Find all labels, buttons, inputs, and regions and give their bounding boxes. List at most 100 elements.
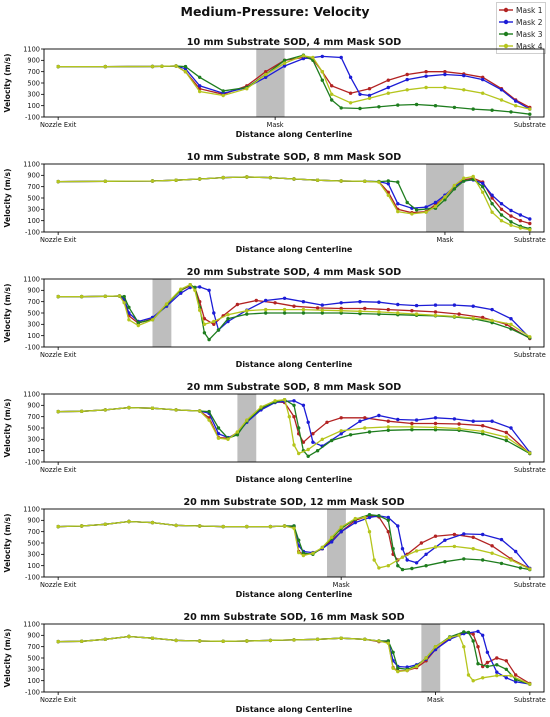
series-line [58, 56, 531, 108]
data-point [471, 639, 475, 643]
data-point [212, 311, 216, 315]
data-point [320, 311, 324, 315]
x-tick-label: Nozzle Exit [40, 581, 77, 589]
data-point [306, 454, 310, 458]
data-point [348, 101, 353, 105]
data-point [405, 88, 409, 92]
data-point [452, 183, 457, 188]
data-point [509, 223, 513, 227]
series-line [58, 283, 531, 338]
series-line [58, 55, 530, 110]
data-point [414, 312, 419, 316]
data-point [509, 214, 513, 218]
data-point [471, 304, 475, 308]
data-point [198, 639, 202, 643]
data-point [367, 515, 372, 520]
data-point [339, 636, 343, 640]
legend-item-mask-1: Mask 1 [499, 4, 543, 16]
data-point [509, 110, 513, 114]
data-point [348, 75, 353, 80]
data-point [282, 311, 287, 315]
data-point [103, 637, 108, 641]
data-point [452, 105, 457, 110]
y-tick-label: -100 [25, 458, 40, 466]
data-point [216, 426, 221, 430]
data-point [471, 316, 475, 320]
data-point [462, 630, 466, 634]
y-tick-label: 100 [27, 102, 40, 110]
data-point [80, 524, 84, 528]
data-point [127, 311, 131, 315]
data-point [485, 650, 490, 654]
series-line [58, 175, 530, 231]
mask-band [256, 49, 285, 117]
y-axis-label: Velocity (m/s) [3, 284, 12, 343]
data-point [490, 419, 494, 423]
data-point [301, 307, 306, 312]
y-tick-label: 300 [27, 321, 40, 329]
data-point [216, 432, 221, 436]
x-axis-label: Distance along Centerline [236, 245, 353, 254]
data-point [311, 432, 315, 436]
data-point [386, 641, 390, 645]
data-point [410, 421, 414, 426]
data-point [353, 520, 357, 525]
data-point [433, 645, 438, 649]
figure-title: Medium-Pressure: Velocity [180, 4, 370, 19]
data-point [518, 219, 523, 223]
data-point [372, 558, 376, 562]
data-point [396, 311, 400, 315]
data-point [282, 307, 287, 312]
data-point [499, 219, 504, 223]
x-tick-label: Nozzle Exit [40, 466, 77, 474]
data-point [150, 636, 155, 640]
data-point [301, 54, 306, 58]
data-point [282, 64, 287, 68]
data-point [297, 550, 301, 555]
data-point [245, 309, 249, 313]
data-point [377, 566, 381, 570]
x-tick-label: Mask [333, 581, 350, 589]
data-point [127, 634, 131, 639]
data-point [391, 547, 395, 551]
data-point [226, 313, 230, 317]
data-point [528, 107, 532, 111]
data-point [481, 429, 485, 434]
data-point [363, 426, 367, 430]
series-line [58, 515, 531, 569]
data-point [207, 288, 211, 292]
legend-item-mask-2: Mask 2 [499, 16, 543, 28]
y-tick-label: 1100 [23, 390, 40, 398]
data-point [315, 178, 320, 182]
y-tick-label: 900 [27, 172, 40, 180]
data-point [490, 202, 494, 206]
data-point [410, 425, 414, 429]
data-point [514, 104, 518, 108]
data-point [528, 682, 532, 686]
data-point [490, 318, 494, 323]
y-tick-label: 500 [27, 539, 40, 547]
series-mask-4 [56, 515, 532, 571]
data-point [268, 175, 273, 180]
y-tick-label: 900 [27, 57, 40, 65]
data-point [386, 425, 390, 429]
data-point [103, 179, 108, 183]
data-point [330, 92, 334, 97]
data-point [481, 532, 485, 537]
data-point [245, 175, 249, 179]
chart-title: 10 mm Substrate SOD, 8 mm Mask SOD [187, 152, 401, 163]
data-point [481, 315, 485, 320]
series-mask-4 [56, 174, 532, 232]
data-point [405, 77, 409, 82]
data-point [127, 318, 131, 322]
data-point [443, 72, 447, 77]
data-point [315, 637, 320, 641]
data-point [377, 105, 381, 109]
data-point [490, 210, 494, 214]
data-point [481, 633, 485, 637]
series-mask-4 [56, 54, 532, 111]
data-point [377, 310, 381, 314]
data-point [282, 398, 287, 402]
data-point [424, 656, 428, 660]
x-tick-label: Substrate [514, 696, 546, 704]
